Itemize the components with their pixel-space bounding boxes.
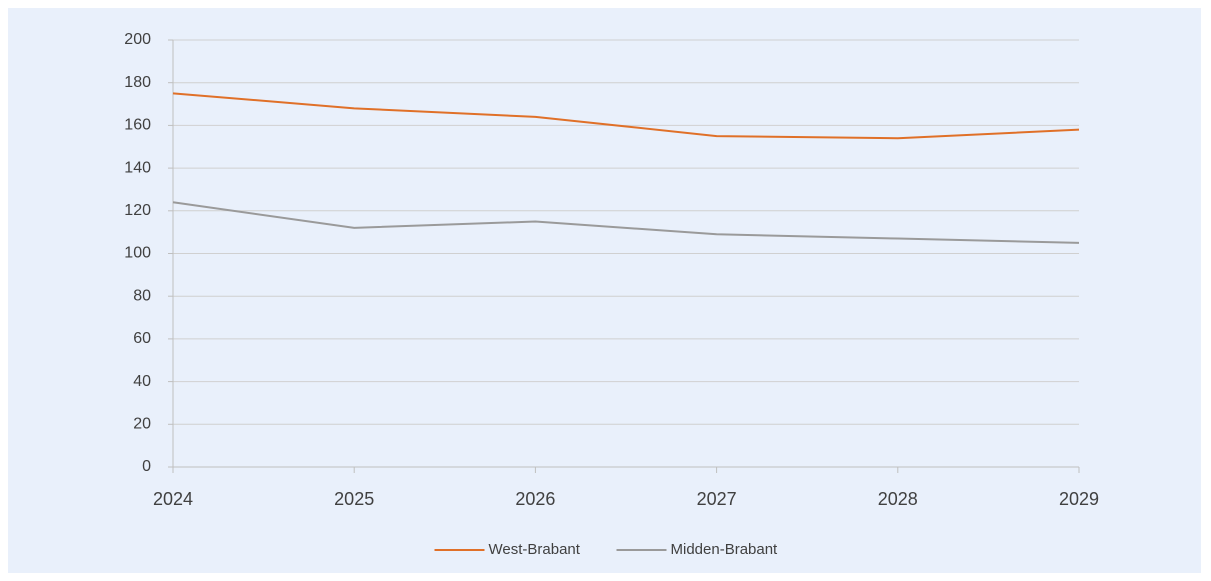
- data-line: [172, 92, 1080, 140]
- x-tick-label: 2024: [153, 489, 193, 509]
- legend: West-Brabant Midden-Brabant: [434, 541, 779, 558]
- y-tick-label: 0: [142, 458, 151, 475]
- x-tick-label: 2029: [1059, 489, 1099, 509]
- x-tick-label: 2026: [515, 489, 555, 509]
- data-line: [172, 201, 1080, 244]
- y-tick-label: 20: [133, 416, 151, 433]
- y-tick-label: 200: [124, 31, 151, 48]
- y-tick-label: 80: [133, 287, 151, 304]
- legend-label: West-Brabant: [489, 541, 581, 558]
- y-tick-label: 60: [133, 330, 151, 347]
- y-tick-label: 40: [133, 373, 151, 390]
- x-tick-label: 2025: [334, 489, 374, 509]
- y-tick-label: 160: [124, 117, 151, 134]
- x-tick-label: 2028: [878, 489, 918, 509]
- y-tick-label: 140: [124, 159, 151, 176]
- x-tick-label: 2027: [697, 489, 737, 509]
- chart-background: [8, 8, 1201, 573]
- legend-label: Midden-Brabant: [671, 541, 779, 558]
- y-tick-label: 120: [124, 202, 151, 219]
- y-tick-label: 100: [124, 245, 151, 262]
- y-tick-label: 180: [124, 74, 151, 91]
